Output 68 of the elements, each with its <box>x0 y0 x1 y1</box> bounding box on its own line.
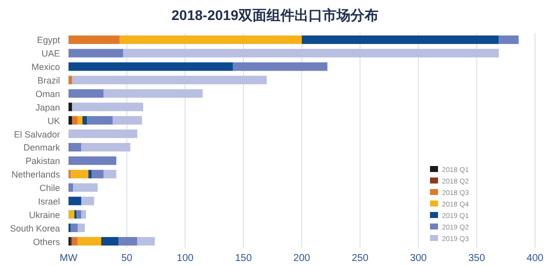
y-tick-label: Ukraine <box>28 210 60 220</box>
y-tick-label: Chile <box>39 183 60 194</box>
bar <box>103 170 116 178</box>
bar <box>123 48 499 58</box>
bar <box>68 196 82 206</box>
bar <box>68 183 74 192</box>
y-tick-label: Brazil <box>37 76 60 86</box>
bar <box>68 156 116 165</box>
bar <box>118 237 138 246</box>
bar <box>68 210 74 219</box>
y-tick-label: Others <box>32 236 60 247</box>
bar <box>68 130 138 138</box>
bar <box>68 35 120 44</box>
bar <box>82 116 88 125</box>
x-tick-label: 300 <box>410 253 428 264</box>
bar <box>302 35 499 44</box>
x-tick-label: 50 <box>121 253 133 264</box>
y-tick-label: Denmark <box>23 142 60 153</box>
bar <box>72 237 78 246</box>
bar <box>68 102 72 112</box>
x-tick-label: 250 <box>352 253 369 264</box>
bar <box>101 237 119 246</box>
x-tick-label: 150 <box>235 253 252 264</box>
bar <box>68 89 104 98</box>
x-tick-label: 200 <box>293 253 311 264</box>
bar <box>72 76 267 84</box>
bar <box>137 237 155 246</box>
y-tick-label: Pakistan <box>25 156 60 166</box>
bar <box>68 116 72 125</box>
bar <box>73 183 98 192</box>
y-tick-label: Japan <box>35 102 60 112</box>
x-tick-label: 100 <box>176 253 194 264</box>
bar <box>72 102 144 112</box>
bar <box>81 196 94 206</box>
bar <box>70 224 78 232</box>
bar <box>78 224 85 232</box>
bar <box>78 116 82 125</box>
chart-title: 2018-2019双面组件出口市场分布 <box>172 7 378 23</box>
bar <box>232 62 328 71</box>
bar <box>81 142 130 152</box>
bar <box>68 48 124 58</box>
bar <box>103 89 203 98</box>
bar <box>70 170 88 178</box>
x-tick-label: 350 <box>468 253 486 264</box>
x-tick-label: MW <box>60 253 78 264</box>
y-tick-label: Mexico <box>31 62 60 72</box>
bar <box>112 116 142 125</box>
y-tick-label: Egypt <box>36 35 60 46</box>
bar <box>78 237 102 246</box>
bar <box>498 35 519 44</box>
bar <box>68 142 82 152</box>
bar <box>87 116 113 125</box>
y-tick-label: UK <box>47 116 60 126</box>
y-tick-label: South Korea <box>10 223 60 234</box>
bar <box>92 170 104 178</box>
bar <box>88 170 92 178</box>
bar <box>76 210 82 219</box>
y-tick-label: El Salvador <box>14 129 60 140</box>
y-tick-label: UAE <box>41 48 60 59</box>
y-tick-label: Netherlands <box>11 170 60 180</box>
bar <box>81 210 86 219</box>
bar <box>68 62 233 71</box>
bar <box>68 76 72 84</box>
y-tick-label: Oman <box>35 88 60 99</box>
bar <box>72 116 78 125</box>
bar <box>120 35 302 44</box>
y-tick-label: Israel <box>38 196 60 206</box>
x-tick-label: 400 <box>526 253 544 264</box>
